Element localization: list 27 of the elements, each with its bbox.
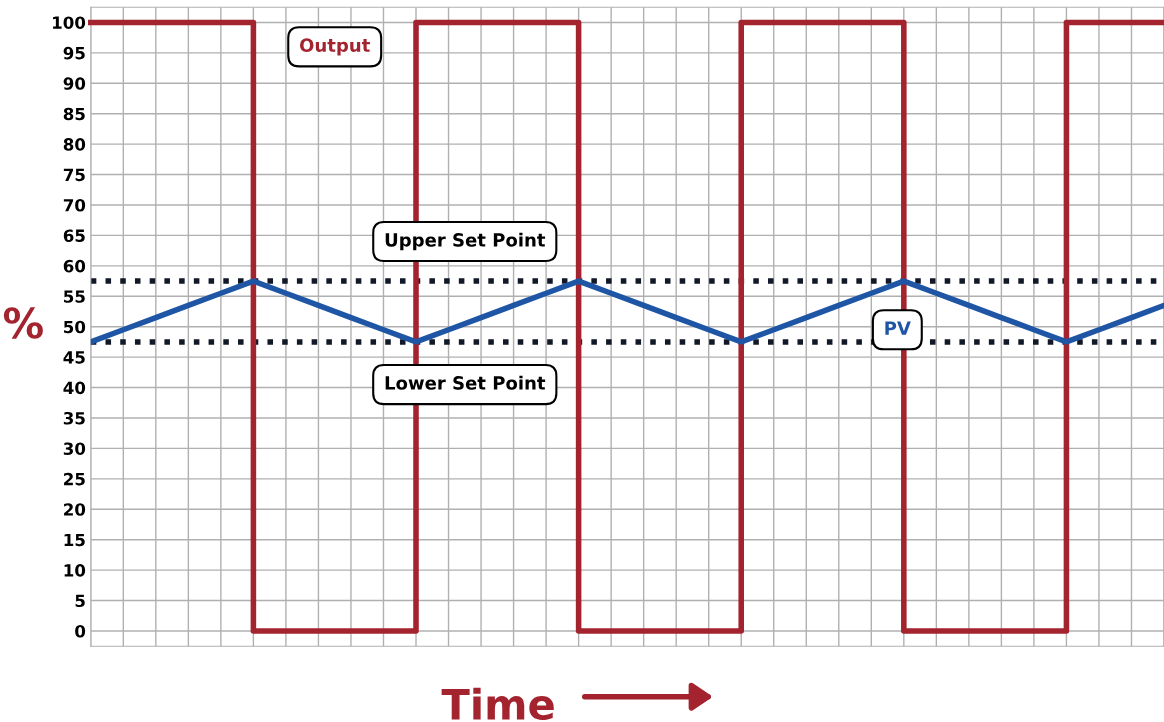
y-tick-label: 40	[63, 381, 86, 395]
y-axis-title: %	[3, 307, 43, 339]
y-tick-label: 10	[64, 564, 86, 577]
x-axis-title: Time	[441, 687, 554, 720]
y-tick-label: 90	[63, 77, 86, 90]
y-tick-label: 50	[64, 320, 86, 334]
y-tick-label: 35	[63, 411, 85, 425]
y-tick-label: 0	[75, 624, 86, 638]
series-label: PV	[885, 321, 911, 335]
text: Output	[299, 38, 370, 56]
ref-line-label: Upper Set Point	[385, 232, 546, 251]
y-tick-label: 70	[63, 198, 86, 212]
y-tick-label: 100	[53, 16, 86, 29]
y-tick-label: 15	[64, 533, 85, 547]
y-tick-label: 85	[63, 107, 85, 121]
ref-line-label: Lower Set Point	[385, 375, 546, 390]
y-tick-label: 75	[63, 168, 85, 182]
y-tick-label: 5	[75, 594, 85, 608]
y-tick-label: 55	[64, 290, 85, 303]
y-tick-label: 45	[63, 351, 85, 364]
y-tick-label: 80	[63, 138, 86, 151]
y-tick-label: 25	[64, 472, 85, 486]
y-tick-label: 65	[63, 229, 85, 242]
y-tick-label: 20	[64, 503, 86, 516]
y-tick-label: 95	[63, 46, 85, 60]
y-tick-label: 60	[63, 259, 86, 273]
y-tick-label: 30	[63, 442, 86, 455]
